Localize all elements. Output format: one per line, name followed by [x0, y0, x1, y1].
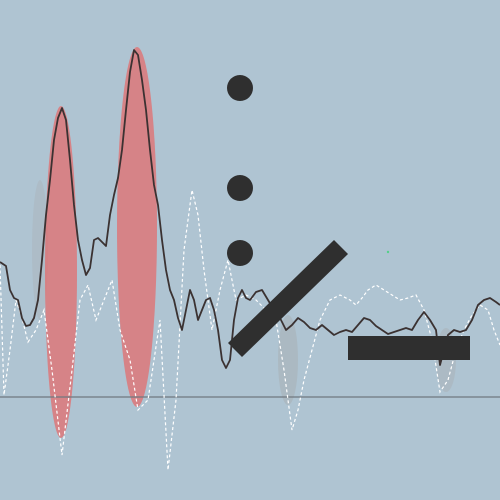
shadow-blob	[278, 315, 298, 405]
main-waveform	[0, 49, 500, 369]
dot-obstacle	[227, 75, 253, 101]
red-spike-hazard-1	[45, 106, 77, 438]
horizontal-bar-obstacle	[348, 336, 470, 360]
dot-obstacle	[227, 175, 253, 201]
diagonal-bar-obstacle	[228, 240, 348, 357]
shadow-blob	[32, 180, 48, 320]
dot-obstacle	[227, 240, 253, 266]
green-marker	[386, 250, 390, 254]
red-spike-hazard-2	[117, 47, 157, 407]
